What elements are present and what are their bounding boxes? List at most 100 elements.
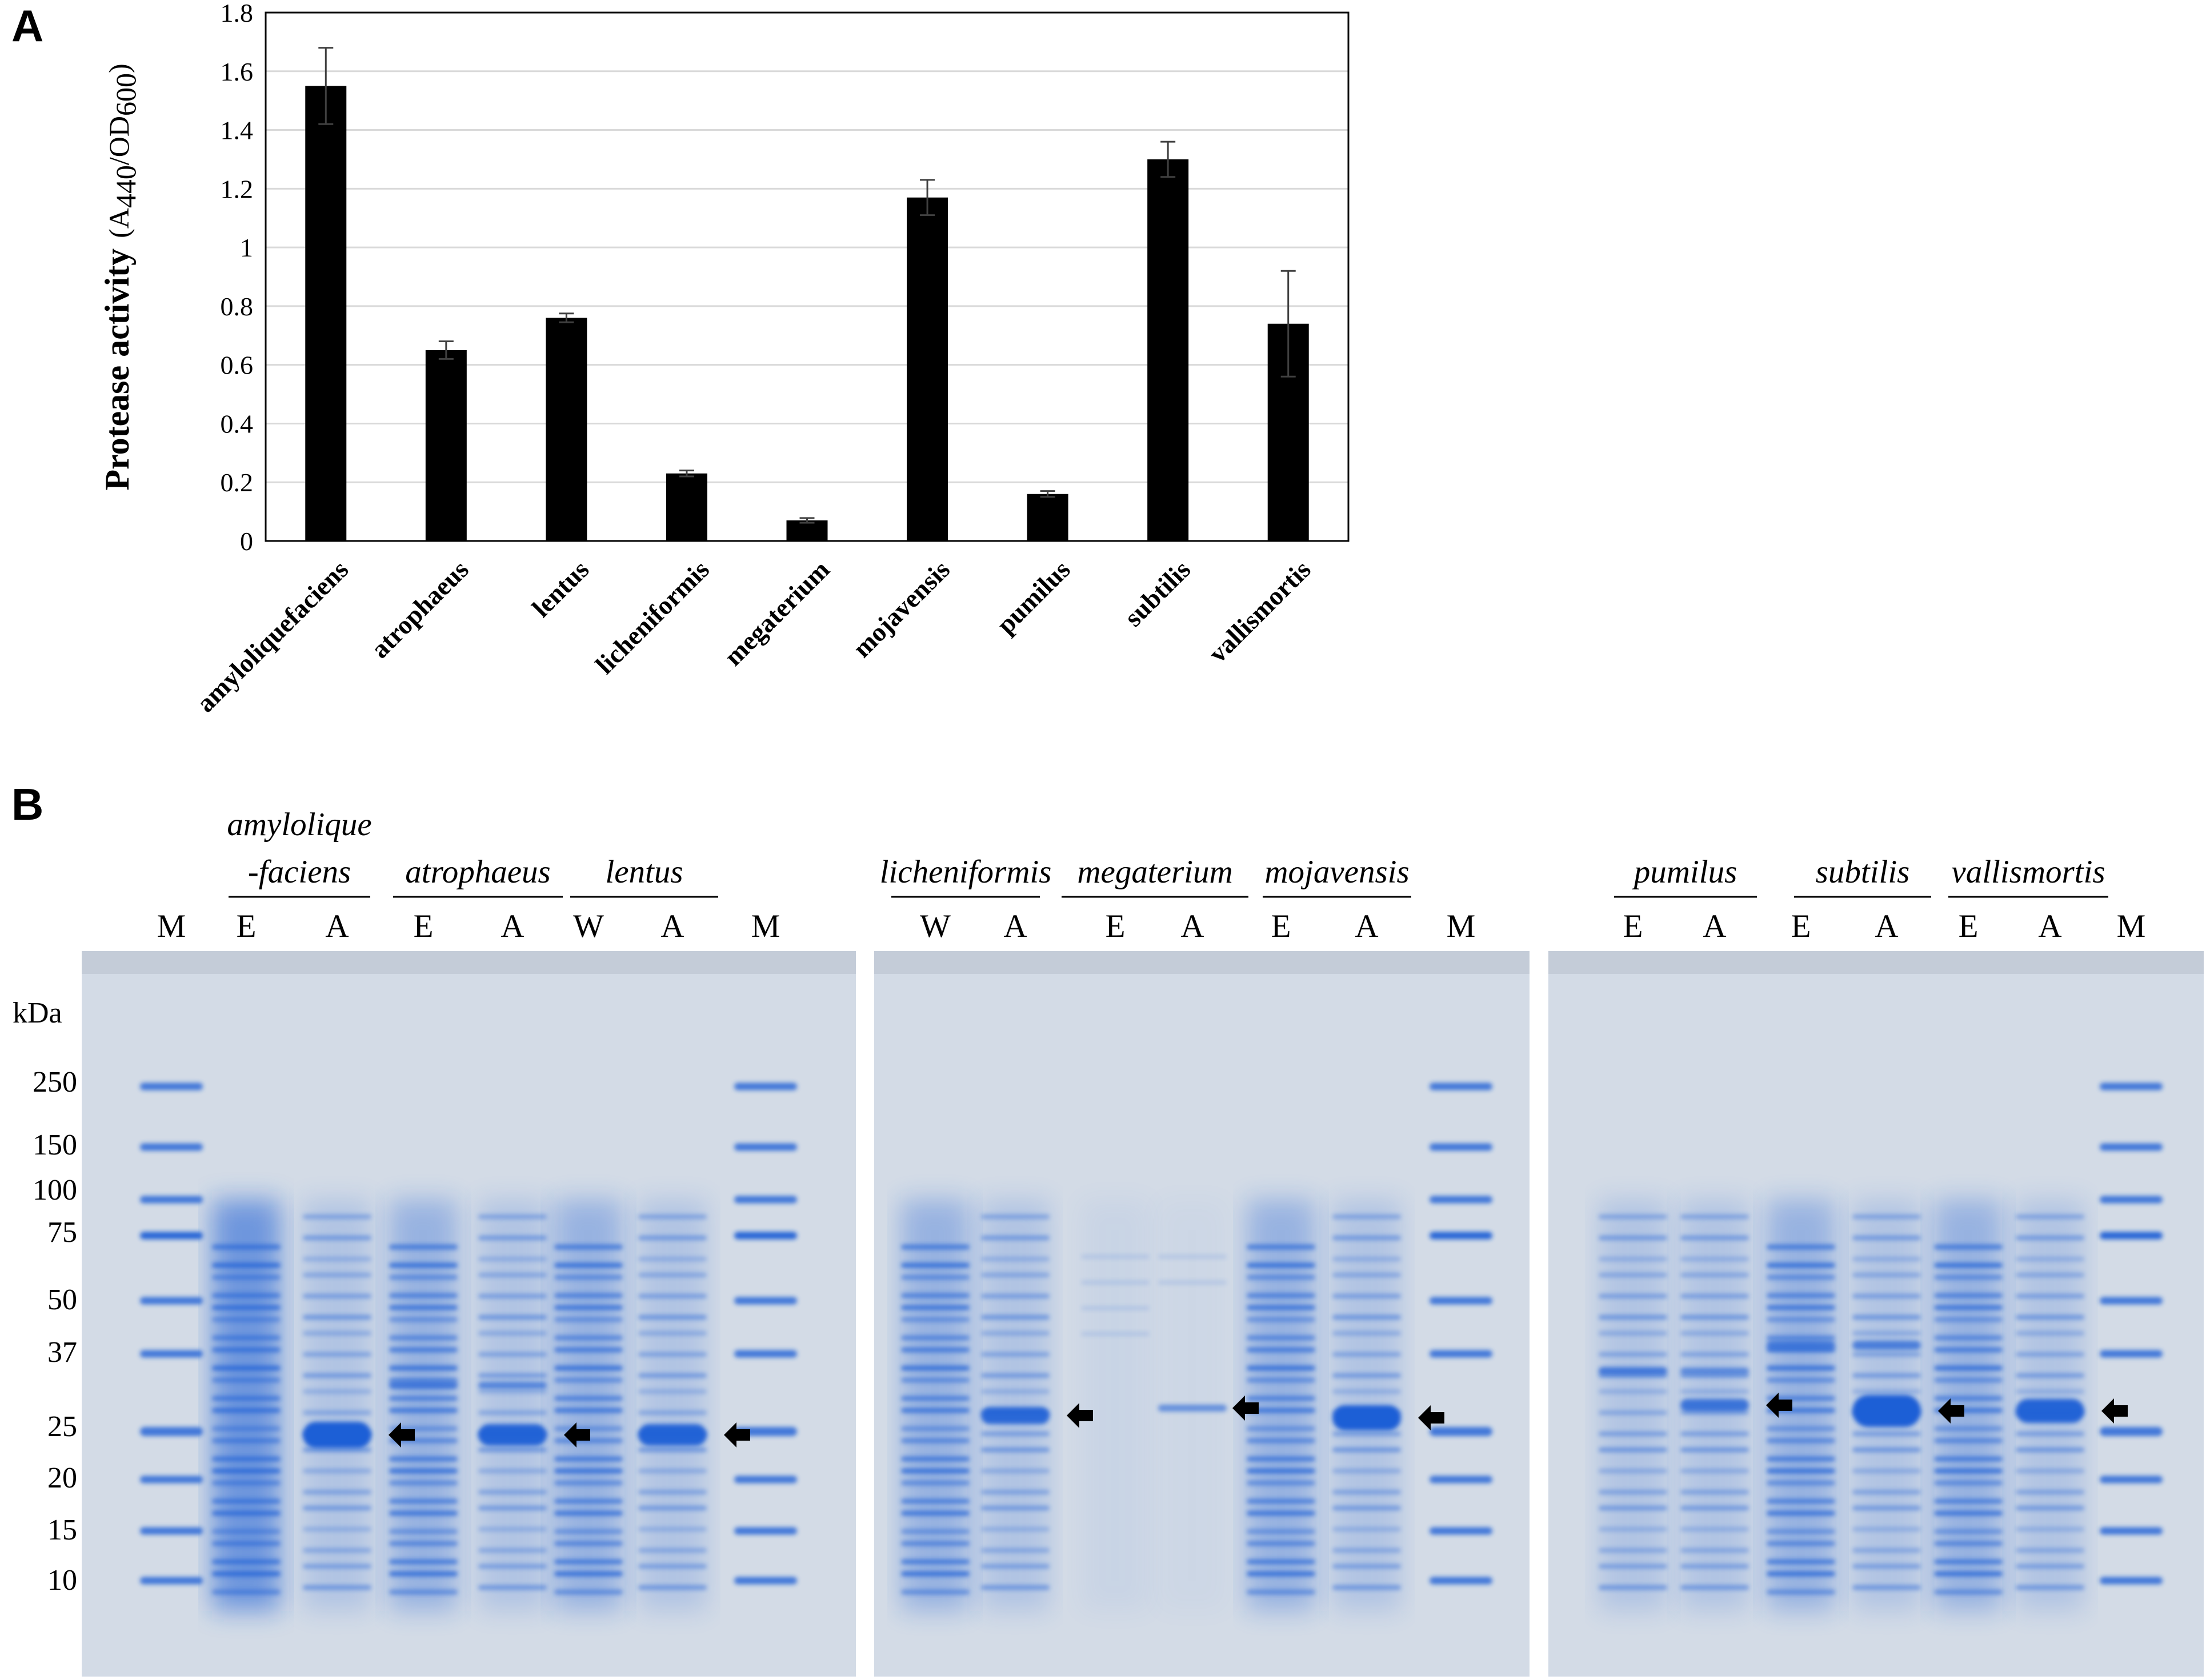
error-bar [1040, 490, 1055, 498]
protein-band [981, 1294, 1050, 1298]
protein-band [1247, 1426, 1315, 1432]
protein-band [1852, 1527, 1921, 1531]
protein-band [1599, 1352, 1667, 1357]
protein-band [140, 1577, 203, 1585]
protein-band [1767, 1365, 1835, 1371]
mw-label: 37 [47, 1336, 77, 1369]
bar [546, 318, 587, 541]
protein-band [901, 1480, 970, 1486]
protein-band [1247, 1510, 1315, 1516]
lane-smear [554, 1200, 623, 1611]
protein-band [389, 1347, 458, 1353]
protein-band [478, 1548, 547, 1553]
protein-band [140, 1196, 203, 1204]
protein-band [554, 1408, 623, 1413]
protein-band [1158, 1254, 1227, 1259]
protein-band [1852, 1432, 1921, 1436]
protein-band [1934, 1510, 2003, 1516]
protein-band [212, 1317, 281, 1322]
protein-band [1767, 1559, 1835, 1565]
mw-label: 50 [47, 1284, 77, 1316]
protein-band [1599, 1410, 1667, 1415]
gel-lane [638, 1200, 707, 1611]
protein-band [2016, 1315, 2084, 1320]
protein-band [1680, 1331, 1749, 1336]
protein-band [1680, 1432, 1749, 1436]
protein-band [212, 1244, 281, 1250]
arrow-icon [389, 1422, 415, 1448]
protein-band [389, 1262, 458, 1268]
protein-band [2100, 1577, 2163, 1585]
lane-label: A [2038, 908, 2061, 944]
lane-smear [303, 1200, 371, 1611]
protein-band [2016, 1564, 2084, 1569]
arrow-icon [1938, 1398, 1964, 1424]
protein-band [1852, 1236, 1921, 1240]
protein-band [1680, 1490, 1749, 1494]
bars [305, 86, 1309, 541]
protein-band [981, 1490, 1050, 1494]
protein-band [389, 1510, 458, 1516]
protein-band [140, 1527, 203, 1535]
bar [1147, 159, 1189, 541]
protein-band [1680, 1294, 1749, 1298]
gel-lane [1081, 1200, 1150, 1611]
protein-band [1599, 1564, 1667, 1569]
bar [786, 520, 828, 541]
protein-band [2016, 1548, 2084, 1553]
protein-band [1852, 1294, 1921, 1298]
protein-band [638, 1548, 707, 1553]
protein-band [389, 1571, 458, 1577]
protein-band [901, 1305, 970, 1310]
lane-label: A [1875, 908, 1898, 944]
protein-band [1599, 1585, 1667, 1590]
protein-band [1934, 1262, 2003, 1268]
protein-band [1247, 1305, 1315, 1310]
protein-band [1430, 1427, 1492, 1436]
protein-band [303, 1422, 371, 1448]
protein-band [1599, 1236, 1667, 1240]
protein-band [1599, 1506, 1667, 1510]
protein-band [1767, 1293, 1835, 1298]
protein-band [1599, 1389, 1667, 1394]
protein-band [981, 1315, 1050, 1320]
protein-band [1430, 1350, 1492, 1358]
lane-smear [478, 1200, 547, 1611]
protein-band [212, 1262, 281, 1268]
protein-band [140, 1475, 203, 1483]
protein-band [212, 1498, 281, 1504]
protein-band [1852, 1448, 1921, 1452]
protein-band [389, 1317, 458, 1322]
protein-band [554, 1529, 623, 1534]
species-label: pumilus [1632, 854, 1737, 890]
protein-band [638, 1373, 707, 1378]
y-tick-label: 1.2 [221, 174, 254, 203]
protein-band [1852, 1315, 1921, 1320]
y-tick-label: 0 [240, 527, 253, 556]
protein-band [1430, 1196, 1492, 1204]
protein-band [303, 1469, 371, 1473]
protein-band [981, 1331, 1050, 1336]
protein-band [1247, 1274, 1315, 1280]
protein-band [1247, 1589, 1315, 1595]
protein-band [1247, 1262, 1315, 1268]
lane-label: E [1271, 908, 1291, 944]
protein-band [1081, 1332, 1150, 1336]
lane-label: M [751, 908, 780, 944]
protein-band [478, 1382, 547, 1389]
gel-lane [2016, 1200, 2084, 1611]
protein-band [2016, 1527, 2084, 1531]
protein-band [2100, 1350, 2163, 1358]
lane-label: A [1003, 908, 1027, 944]
protein-band [303, 1389, 371, 1394]
protein-band [1767, 1480, 1835, 1486]
x-category-labels: amyloliquefaciens atrophaeus lentuslicheni… [191, 555, 1316, 717]
gel-lane [901, 1200, 970, 1611]
bar [425, 350, 467, 541]
protein-band [478, 1469, 547, 1473]
protein-band [1934, 1396, 2003, 1401]
protein-band [389, 1480, 458, 1486]
protein-band [1247, 1365, 1315, 1371]
protein-band [1934, 1293, 2003, 1298]
gel-1 [82, 951, 856, 1677]
